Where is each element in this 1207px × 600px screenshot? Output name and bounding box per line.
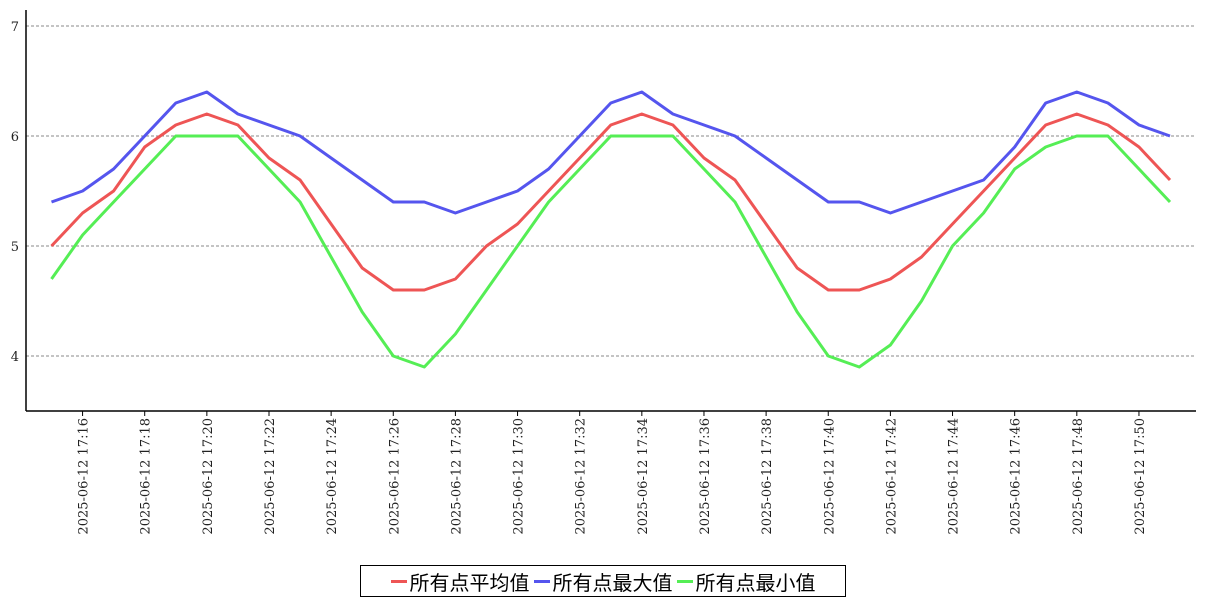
series-lines <box>50 90 1172 369</box>
x-tick-label: 2025-06-12 17:36 <box>698 418 713 535</box>
y-tick-label: 6 <box>11 130 19 145</box>
x-tick-label: 2025-06-12 17:32 <box>574 418 589 535</box>
legend-item-average[interactable]: 所有点平均值 <box>390 567 530 596</box>
x-tick-label: 2025-06-12 17:48 <box>1071 418 1086 535</box>
x-tick-label: 2025-06-12 17:44 <box>947 418 962 535</box>
legend-swatch-min <box>676 579 693 583</box>
legend-item-min[interactable]: 所有点最小值 <box>676 567 816 596</box>
x-tick-label: 2025-06-12 17:24 <box>325 418 340 535</box>
x-tick-labels: 2025-06-12 17:16 2025-06-12 17:18 2025-06-… <box>77 411 1148 535</box>
legend-swatch-max <box>533 579 550 583</box>
legend-swatch-average <box>390 579 407 583</box>
x-tick-label: 2025-06-12 17:20 <box>201 418 216 535</box>
x-tick-label: 2025-06-12 17:22 <box>263 418 278 535</box>
x-tick-label: 2025-06-12 17:30 <box>512 418 527 535</box>
x-tick-label: 2025-06-12 17:16 <box>77 418 92 535</box>
x-tick-label: 2025-06-12 17:38 <box>760 418 775 535</box>
x-tick-label: 2025-06-12 17:28 <box>449 418 464 535</box>
grid-lines <box>26 25 1196 357</box>
legend-label-max: 所有点最大值 <box>552 570 673 595</box>
x-tick-label: 2025-06-12 17:46 <box>1009 418 1024 535</box>
legend-label-average: 所有点平均值 <box>409 570 530 595</box>
legend: 所有点平均值 所有点最大值 所有点最小值 <box>360 565 846 597</box>
x-tick-label: 2025-06-12 17:40 <box>822 418 837 535</box>
y-tick-label: 7 <box>11 20 19 35</box>
x-tick-label: 2025-06-12 17:34 <box>636 418 651 535</box>
legend-label-min: 所有点最小值 <box>695 570 816 595</box>
x-tick-label: 2025-06-12 17:50 <box>1133 418 1148 535</box>
series-line-min <box>50 134 1172 369</box>
x-tick-label: 2025-06-12 17:42 <box>884 418 899 535</box>
y-tick-labels: 4 5 6 7 <box>11 20 19 365</box>
y-tick-label: 5 <box>11 240 19 255</box>
series-line-max <box>50 90 1171 215</box>
x-tick-label: 2025-06-12 17:18 <box>139 418 154 535</box>
series-line-average <box>50 112 1172 292</box>
axes <box>25 10 1196 412</box>
y-tick-label: 4 <box>11 350 19 365</box>
legend-item-max[interactable]: 所有点最大值 <box>533 567 673 596</box>
x-tick-label: 2025-06-12 17:26 <box>387 418 402 535</box>
